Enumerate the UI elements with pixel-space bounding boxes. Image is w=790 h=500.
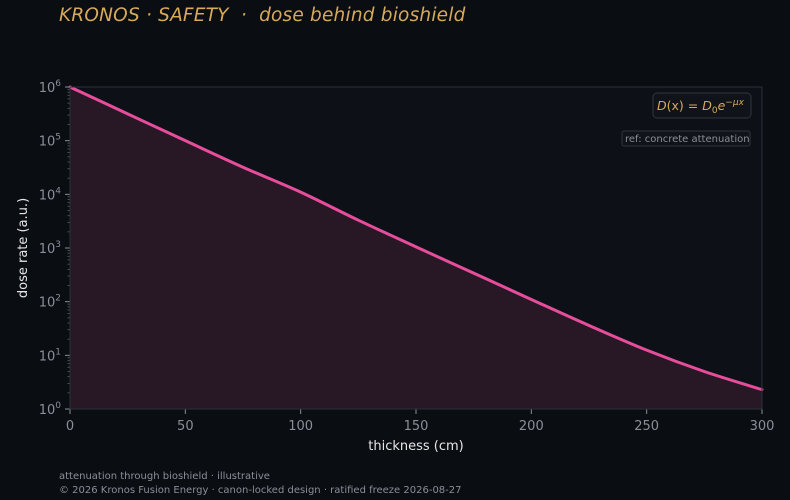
footnote-copyright: © 2026 Kronos Fusion Energy · canon-lock… (59, 485, 462, 496)
formula-lhs: D (657, 98, 667, 113)
x-tick-label: 200 (519, 419, 544, 434)
x-tick-label: 50 (177, 419, 194, 434)
x-tick-label: 0 (66, 419, 74, 434)
formula-exp: −μx (725, 98, 744, 108)
y-tick-label: 105 (39, 133, 61, 150)
y-tick-label: 106 (39, 79, 62, 96)
series-line (68, 85, 764, 392)
chart-title: KRONOS · SAFETY · dose behind bioshield (59, 5, 466, 26)
x-tick-label: 300 (750, 419, 775, 434)
formula-text: D(x) = D0e−μx (657, 98, 745, 116)
formula-arg: (x) = (667, 98, 703, 113)
formula-rhs: D (702, 98, 712, 113)
y-tick-label: 103 (39, 240, 61, 257)
ref-annotation: ref: concrete attenuation (621, 130, 751, 147)
formula-annotation: D(x) = D0e−μx (652, 92, 752, 119)
formula-e: e (718, 98, 726, 113)
x-tick-label: 100 (288, 419, 313, 434)
y-tick-label: 102 (39, 294, 61, 311)
ref-box-frame (621, 130, 751, 147)
x-tick-label: 250 (634, 419, 659, 434)
formula-sub: 0 (712, 106, 718, 116)
y-tick-label: 101 (39, 347, 61, 364)
ref-label: ref: concrete attenuation (625, 134, 750, 145)
y-tick-label: 104 (39, 186, 62, 203)
x-axis-label: thickness (cm) (368, 439, 464, 454)
footnote-caption: attenuation through bioshield · illustra… (59, 471, 270, 482)
x-tick-label: 150 (404, 419, 429, 434)
y-axis-label: dose rate (a.u.) (16, 198, 31, 298)
plot-frame (69, 86, 763, 410)
axis-ticks: 0 50 100 150 200 250 300 100 101 102 103 104 105 106 (39, 79, 775, 434)
formula-box-frame (652, 92, 752, 119)
y-tick-label: 100 (39, 401, 62, 418)
